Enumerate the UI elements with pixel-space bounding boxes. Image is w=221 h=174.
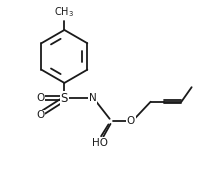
Text: S: S <box>61 92 68 105</box>
Text: O: O <box>127 116 135 126</box>
Text: HO: HO <box>92 138 108 148</box>
Text: O: O <box>36 93 45 103</box>
Text: N: N <box>89 93 96 103</box>
Text: CH$_3$: CH$_3$ <box>54 5 74 19</box>
Text: O: O <box>36 110 45 120</box>
